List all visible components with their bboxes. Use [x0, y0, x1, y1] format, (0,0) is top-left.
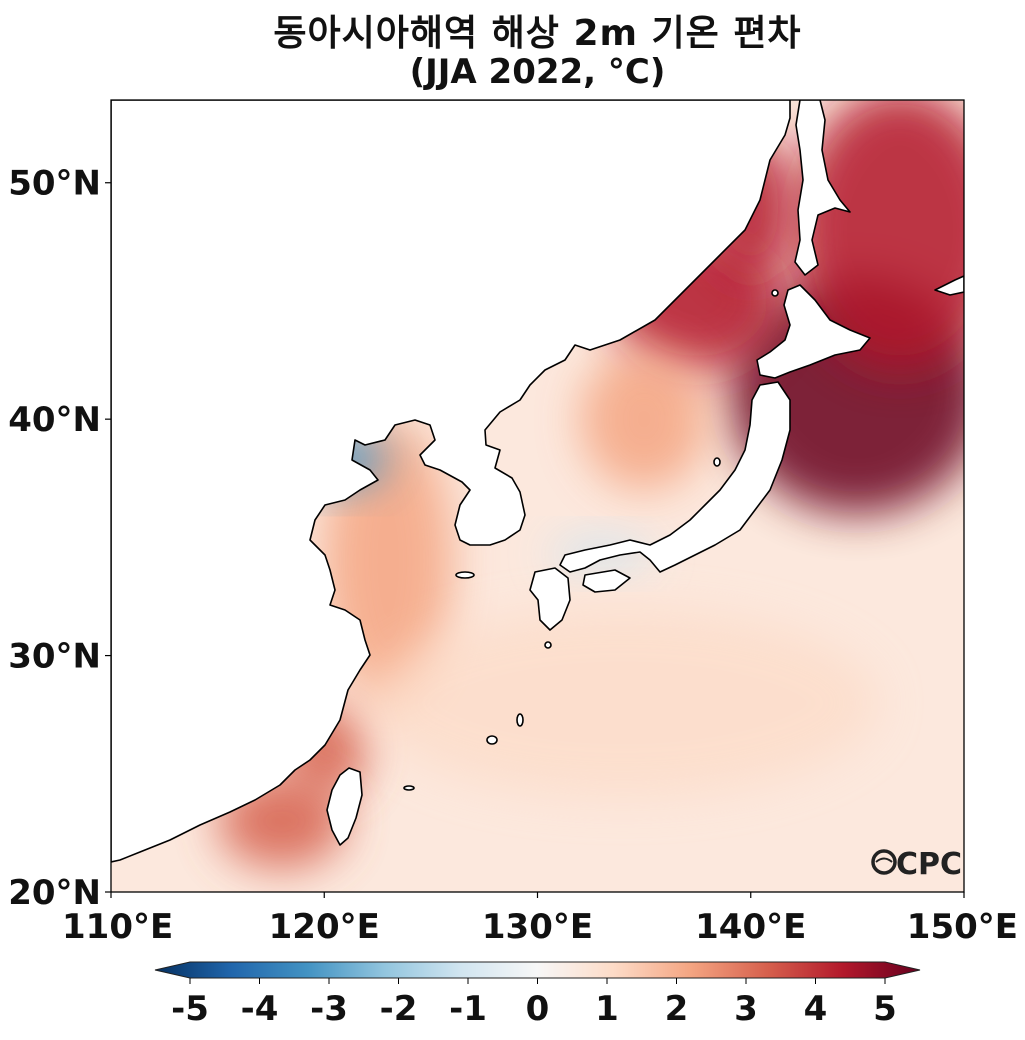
colorbar-tick-label: 0: [526, 989, 550, 1029]
x-tick-label: 110°E: [62, 907, 173, 947]
colorbar-tick-label: -5: [171, 989, 209, 1029]
colorbar-tick-label: 5: [873, 989, 897, 1029]
x-tick-label: 130°E: [482, 907, 593, 947]
taiwan-island: [326, 767, 363, 846]
mainland-asia: [111, 100, 791, 863]
rishiri-island: [771, 289, 779, 297]
kyushu-island: [529, 567, 571, 631]
map-title: 동아시아해역 해상 2m 기온 편차: [273, 13, 802, 54]
colorbar-tick-label: -1: [449, 989, 487, 1029]
y-tick-label: 20°N: [8, 873, 101, 913]
colorbar-tick-label: -2: [380, 989, 418, 1029]
colorbar-tick-label: 4: [804, 989, 828, 1029]
honshu-island: [559, 381, 791, 573]
jeju-island: [455, 571, 475, 579]
colorbar-ticks: -5 -4 -3 -2 -1 0 1 2 3 4 5: [171, 978, 897, 1029]
colorbar-tick-label: -4: [241, 989, 279, 1029]
y-axis: 20°N 30°N 40°N 50°N: [8, 164, 111, 913]
coastlines: [111, 100, 964, 863]
colorbar: -5 -4 -3 -2 -1 0 1 2 3 4 5: [154, 961, 921, 1029]
okinawa-island: [516, 713, 524, 727]
anomaly-blob: [366, 608, 879, 798]
x-axis: 110°E 120°E 130°E 140°E 150°E: [62, 892, 1018, 947]
tanegashima-island: [544, 641, 552, 649]
sakhalin-island: [794, 100, 851, 276]
anomaly-blob: [580, 348, 709, 491]
logo-circle-icon: [871, 849, 897, 875]
colorbar-tick-label: -3: [310, 989, 348, 1029]
map-subtitle: (JJA 2022, °C): [409, 52, 666, 92]
shikoku-island: [582, 569, 631, 593]
logo-text: CPC: [896, 847, 962, 882]
x-tick-label: 120°E: [269, 907, 380, 947]
x-tick-label: 150°E: [907, 907, 1018, 947]
map-panel: [111, 100, 964, 892]
kuril-fragment: [934, 275, 964, 296]
sado-island: [713, 457, 721, 467]
y-tick-label: 30°N: [8, 637, 101, 677]
x-tick-label: 140°E: [695, 907, 806, 947]
colorbar-tick-label: 3: [734, 989, 758, 1029]
colorbar-tick-label: 2: [665, 989, 689, 1029]
colorbar-tick-label: 1: [595, 989, 619, 1029]
ryukyu-island: [486, 735, 498, 745]
yaeyama-island: [403, 785, 415, 791]
colorbar-bar: [154, 961, 921, 979]
y-tick-label: 50°N: [8, 164, 101, 204]
anomaly-blob: [793, 100, 964, 372]
hokkaido-island: [756, 284, 871, 379]
cpc-logo: CPC: [871, 847, 962, 882]
y-tick-label: 40°N: [8, 400, 101, 440]
